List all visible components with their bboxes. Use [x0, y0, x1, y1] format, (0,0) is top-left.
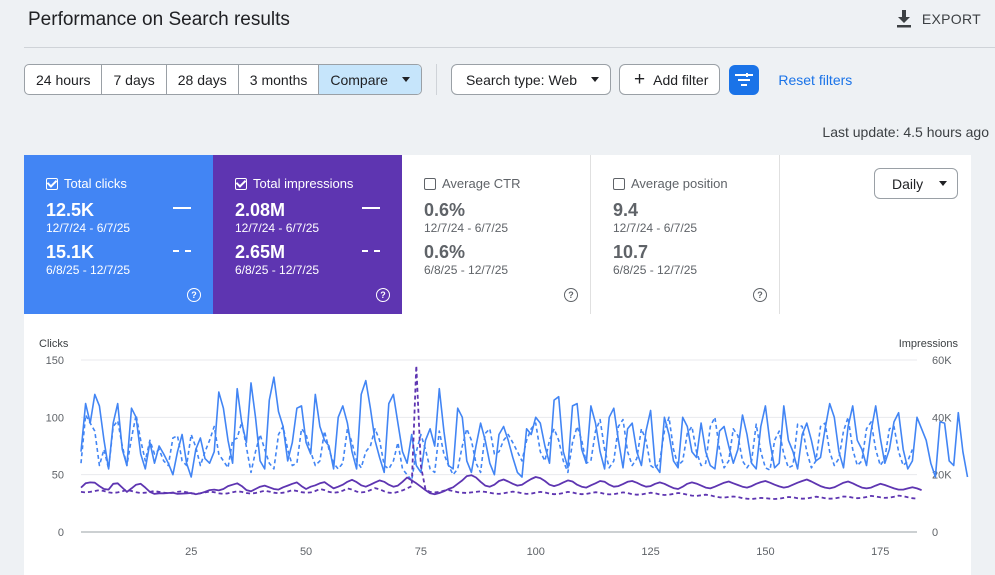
solid-line-legend-icon	[173, 207, 191, 209]
series-line-2	[80, 414, 914, 482]
metric-label: Average CTR	[442, 176, 521, 191]
y-right-tick-label: 40K	[932, 412, 952, 424]
page-header: Performance on Search results EXPORT	[0, 0, 995, 48]
y-left-tick-label: 50	[52, 470, 64, 482]
y-left-tick-label: 0	[58, 527, 64, 539]
checkbox-icon[interactable]	[424, 177, 436, 190]
metric-previous-value: 10.7	[613, 242, 649, 262]
download-icon	[896, 10, 911, 28]
plus-icon: +	[634, 69, 646, 90]
range-3-months[interactable]: 3 months	[239, 65, 320, 94]
metric-average-position[interactable]: Average position 9.4 12/7/24 - 6/7/25 10…	[591, 155, 780, 314]
series-line-4	[80, 364, 918, 500]
x-tick-label: 50	[300, 546, 312, 558]
metric-previous-value: 0.6%	[424, 242, 466, 262]
x-tick-label: 75	[415, 546, 427, 558]
help-icon[interactable]: ?	[187, 288, 201, 302]
export-label: EXPORT	[921, 11, 981, 27]
y-left-tick-label: 150	[46, 355, 64, 367]
add-filter-button[interactable]: + Add filter	[619, 64, 721, 95]
metric-total-clicks[interactable]: Total clicks 12.5K 12/7/24 - 6/7/25 15.1…	[24, 155, 213, 314]
y-right-tick-label: 0	[932, 527, 938, 539]
x-tick-label: 175	[871, 546, 889, 558]
granularity-label: Daily	[892, 175, 924, 192]
reset-filters-link[interactable]: Reset filters	[778, 71, 853, 88]
metric-previous-value: 2.65M	[235, 242, 286, 262]
compare-dropdown[interactable]: Compare	[319, 65, 421, 94]
toolbar: 24 hours 7 days 28 days 3 months Compare…	[24, 64, 852, 95]
metric-label: Total clicks	[64, 176, 127, 191]
metric-current-range: 12/7/24 - 6/7/25	[613, 221, 698, 235]
range-7-days[interactable]: 7 days	[102, 65, 167, 94]
toolbar-divider	[435, 64, 437, 95]
metric-current-range: 12/7/24 - 6/7/25	[424, 221, 509, 235]
metric-current-range: 12/7/24 - 6/7/25	[46, 221, 131, 235]
metric-previous-range: 6/8/25 - 12/7/25	[424, 263, 509, 277]
caret-down-icon	[401, 77, 410, 82]
metric-previous-range: 6/8/25 - 12/7/25	[235, 263, 320, 277]
date-range-selector: 24 hours 7 days 28 days 3 months Compare	[24, 64, 422, 95]
add-filter-label: Add filter	[653, 71, 709, 88]
page-title: Performance on Search results	[28, 9, 290, 30]
filter-settings-button[interactable]	[729, 64, 760, 95]
y-left-axis-label: Clicks	[39, 338, 69, 350]
x-tick-label: 25	[185, 546, 197, 558]
performance-card: Total clicks 12.5K 12/7/24 - 6/7/25 15.1…	[24, 155, 971, 575]
metric-current-value: 12.5K	[46, 200, 95, 220]
last-update-text: Last update: 4.5 hours ago	[822, 124, 989, 140]
x-tick-label: 100	[527, 546, 545, 558]
caret-down-icon	[939, 181, 948, 186]
metric-previous-value: 15.1K	[46, 242, 95, 262]
metric-previous-range: 6/8/25 - 12/7/25	[613, 263, 698, 277]
checkbox-icon[interactable]	[235, 177, 247, 190]
search-type-dropdown[interactable]: Search type: Web	[450, 64, 611, 95]
range-24-hours[interactable]: 24 hours	[25, 65, 103, 94]
checkbox-icon[interactable]	[613, 177, 625, 190]
filter-settings-icon	[735, 72, 754, 86]
dashed-line-legend-icon	[362, 250, 380, 252]
checkbox-icon[interactable]	[46, 177, 58, 190]
series-line-3	[80, 474, 922, 496]
metric-average-ctr[interactable]: Average CTR 0.6% 12/7/24 - 6/7/25 0.6% 6…	[402, 155, 591, 314]
y-right-axis-label: Impressions	[899, 338, 959, 350]
metric-label: Average position	[631, 176, 728, 191]
y-left-tick-label: 100	[46, 412, 64, 424]
caret-down-icon	[591, 77, 599, 82]
metric-current-value: 9.4	[613, 200, 639, 220]
metric-current-value: 0.6%	[424, 200, 466, 220]
performance-chart: 0 50 100 150 0 20K 40K 60K 25 50 75 100 125 150 175 Cli…	[39, 338, 969, 558]
help-icon[interactable]: ?	[753, 288, 767, 302]
dashed-line-legend-icon	[173, 250, 191, 252]
help-icon[interactable]: ?	[376, 288, 390, 302]
compare-label: Compare	[330, 71, 388, 88]
help-icon[interactable]: ?	[564, 288, 578, 302]
metric-current-value: 2.08M	[235, 200, 286, 220]
y-right-tick-label: 60K	[932, 355, 952, 367]
search-type-label: Search type: Web	[465, 71, 577, 88]
y-right-tick-label: 20K	[932, 470, 952, 482]
metric-previous-range: 6/8/25 - 12/7/25	[46, 263, 131, 277]
solid-line-legend-icon	[362, 207, 380, 209]
header-divider	[24, 47, 995, 48]
x-tick-label: 150	[756, 546, 774, 558]
metric-label: Total impressions	[253, 176, 354, 191]
metric-current-range: 12/7/24 - 6/7/25	[235, 221, 320, 235]
metric-total-impressions[interactable]: Total impressions 2.08M 12/7/24 - 6/7/25…	[213, 155, 402, 314]
granularity-dropdown[interactable]: Daily	[874, 168, 958, 199]
range-28-days[interactable]: 28 days	[167, 65, 239, 94]
export-button[interactable]: EXPORT	[896, 10, 981, 28]
x-tick-label: 125	[641, 546, 659, 558]
